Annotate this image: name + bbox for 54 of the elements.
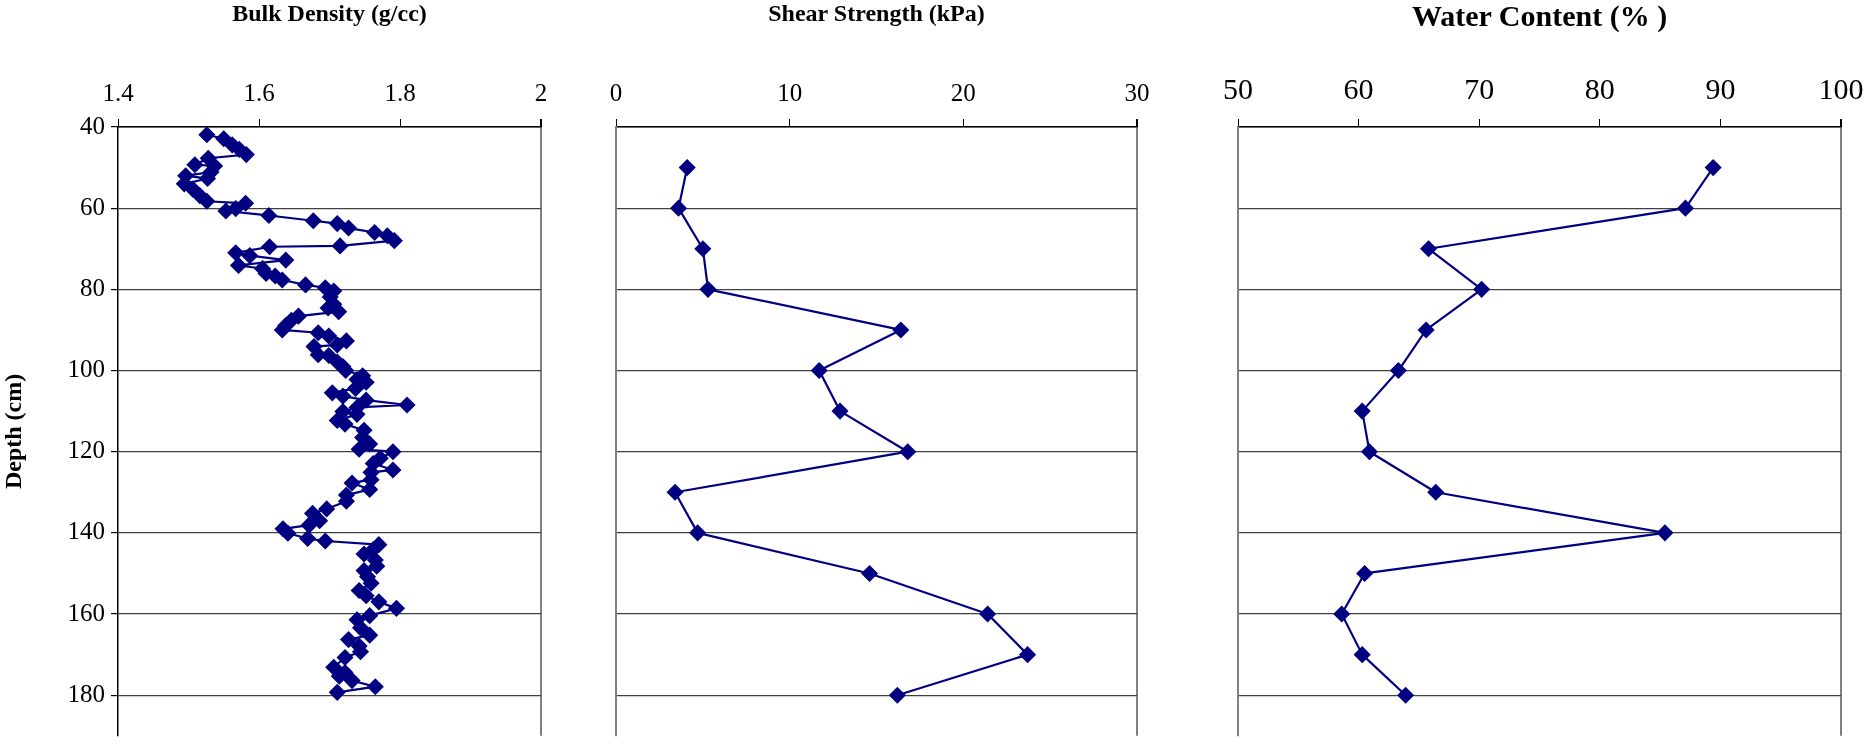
point (1420, 240, 1437, 257)
y-tick-label: 100 (67, 355, 105, 383)
y-axis-title: Depth (cm) (0, 373, 26, 490)
point (979, 605, 996, 623)
x-tick-label: 30 (1124, 78, 1150, 106)
point (831, 403, 849, 420)
x-axis-title: Shear Strength (kPa) (768, 0, 985, 26)
x-tick-label: 100 (1818, 71, 1864, 105)
point (899, 443, 916, 460)
point (811, 362, 828, 379)
point (1677, 200, 1694, 217)
point (1473, 281, 1490, 298)
x-tick-label: 80 (1584, 71, 1615, 105)
y-tick-label: 180 (67, 679, 105, 707)
point (1390, 362, 1407, 379)
y-tick-label: 40 (80, 111, 105, 139)
point (892, 321, 909, 339)
x-tick-label: 1.6 (243, 78, 275, 106)
x-tick-label: 60 (1343, 71, 1374, 105)
x-tick-label: 0 (609, 78, 623, 106)
point (1356, 565, 1373, 582)
y-tick-label: 160 (67, 598, 105, 626)
point (679, 159, 696, 176)
point (861, 565, 878, 582)
x-tick-label: 20 (950, 78, 976, 106)
y-tick-label: 60 (80, 192, 105, 220)
x-tick-label: 50 (1223, 71, 1253, 105)
point (1354, 403, 1371, 420)
point (1397, 687, 1414, 704)
point (1427, 484, 1444, 501)
x-tick-label: 90 (1705, 71, 1736, 105)
y-tick-label: 140 (67, 517, 105, 545)
point (1705, 159, 1722, 176)
point (1418, 321, 1435, 339)
point (1333, 605, 1350, 623)
point (699, 281, 717, 298)
point (670, 200, 687, 217)
x-axis-title: Water Content (% ) (1411, 0, 1668, 33)
point (1361, 443, 1378, 460)
point (666, 484, 684, 501)
x-tick-label: 1.8 (384, 78, 416, 106)
x-axis-title: Bulk Density (g/cc) (232, 0, 427, 26)
y-tick-label: 80 (80, 273, 105, 301)
x-tick-label: 10 (777, 78, 803, 106)
point (1354, 646, 1371, 663)
point (1019, 646, 1036, 663)
point (689, 524, 706, 541)
y-tick-label: 120 (67, 436, 105, 464)
point (694, 240, 711, 257)
x-tick-label: 1.4 (102, 78, 135, 106)
point (1656, 524, 1674, 541)
x-tick-label: 2 (534, 78, 548, 106)
point (889, 687, 906, 704)
x-tick-label: 70 (1464, 71, 1495, 105)
